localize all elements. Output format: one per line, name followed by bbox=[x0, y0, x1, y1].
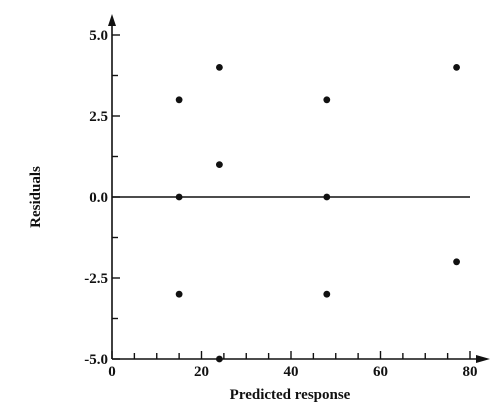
data-point bbox=[323, 290, 331, 298]
data-point bbox=[323, 193, 331, 201]
y-axis-label: Residuals bbox=[28, 166, 44, 228]
x-axis-arrow bbox=[476, 355, 490, 363]
x-tick-label: 0 bbox=[108, 364, 116, 380]
x-tick-label: 40 bbox=[284, 364, 299, 380]
data-points bbox=[175, 64, 460, 363]
y-tick-label: 2.5 bbox=[89, 109, 108, 125]
data-point bbox=[453, 64, 460, 71]
data-point bbox=[216, 64, 223, 71]
data-point bbox=[175, 96, 183, 104]
y-tick-label: -5.0 bbox=[84, 352, 108, 368]
y-tick-label: 0.0 bbox=[89, 190, 108, 206]
data-point bbox=[216, 161, 223, 169]
data-point bbox=[323, 96, 331, 104]
data-point bbox=[453, 258, 460, 266]
y-axis-arrow bbox=[108, 14, 116, 26]
x-tick-label: 20 bbox=[194, 364, 209, 380]
x-axis-label: Predicted response bbox=[230, 387, 351, 403]
tick-labels: 5.0 2.5 0.0 -2.5 -5.00 20 40 60 80 bbox=[84, 28, 477, 380]
data-point bbox=[175, 193, 183, 201]
x-tick-label: 60 bbox=[373, 364, 388, 380]
y-tick-label: -2.5 bbox=[84, 271, 108, 287]
data-point bbox=[175, 290, 183, 298]
ticks bbox=[111, 34, 471, 360]
y-tick-label: 5.0 bbox=[89, 28, 108, 44]
x-tick-label: 80 bbox=[463, 364, 478, 380]
axes bbox=[108, 14, 490, 363]
data-point bbox=[216, 355, 223, 363]
